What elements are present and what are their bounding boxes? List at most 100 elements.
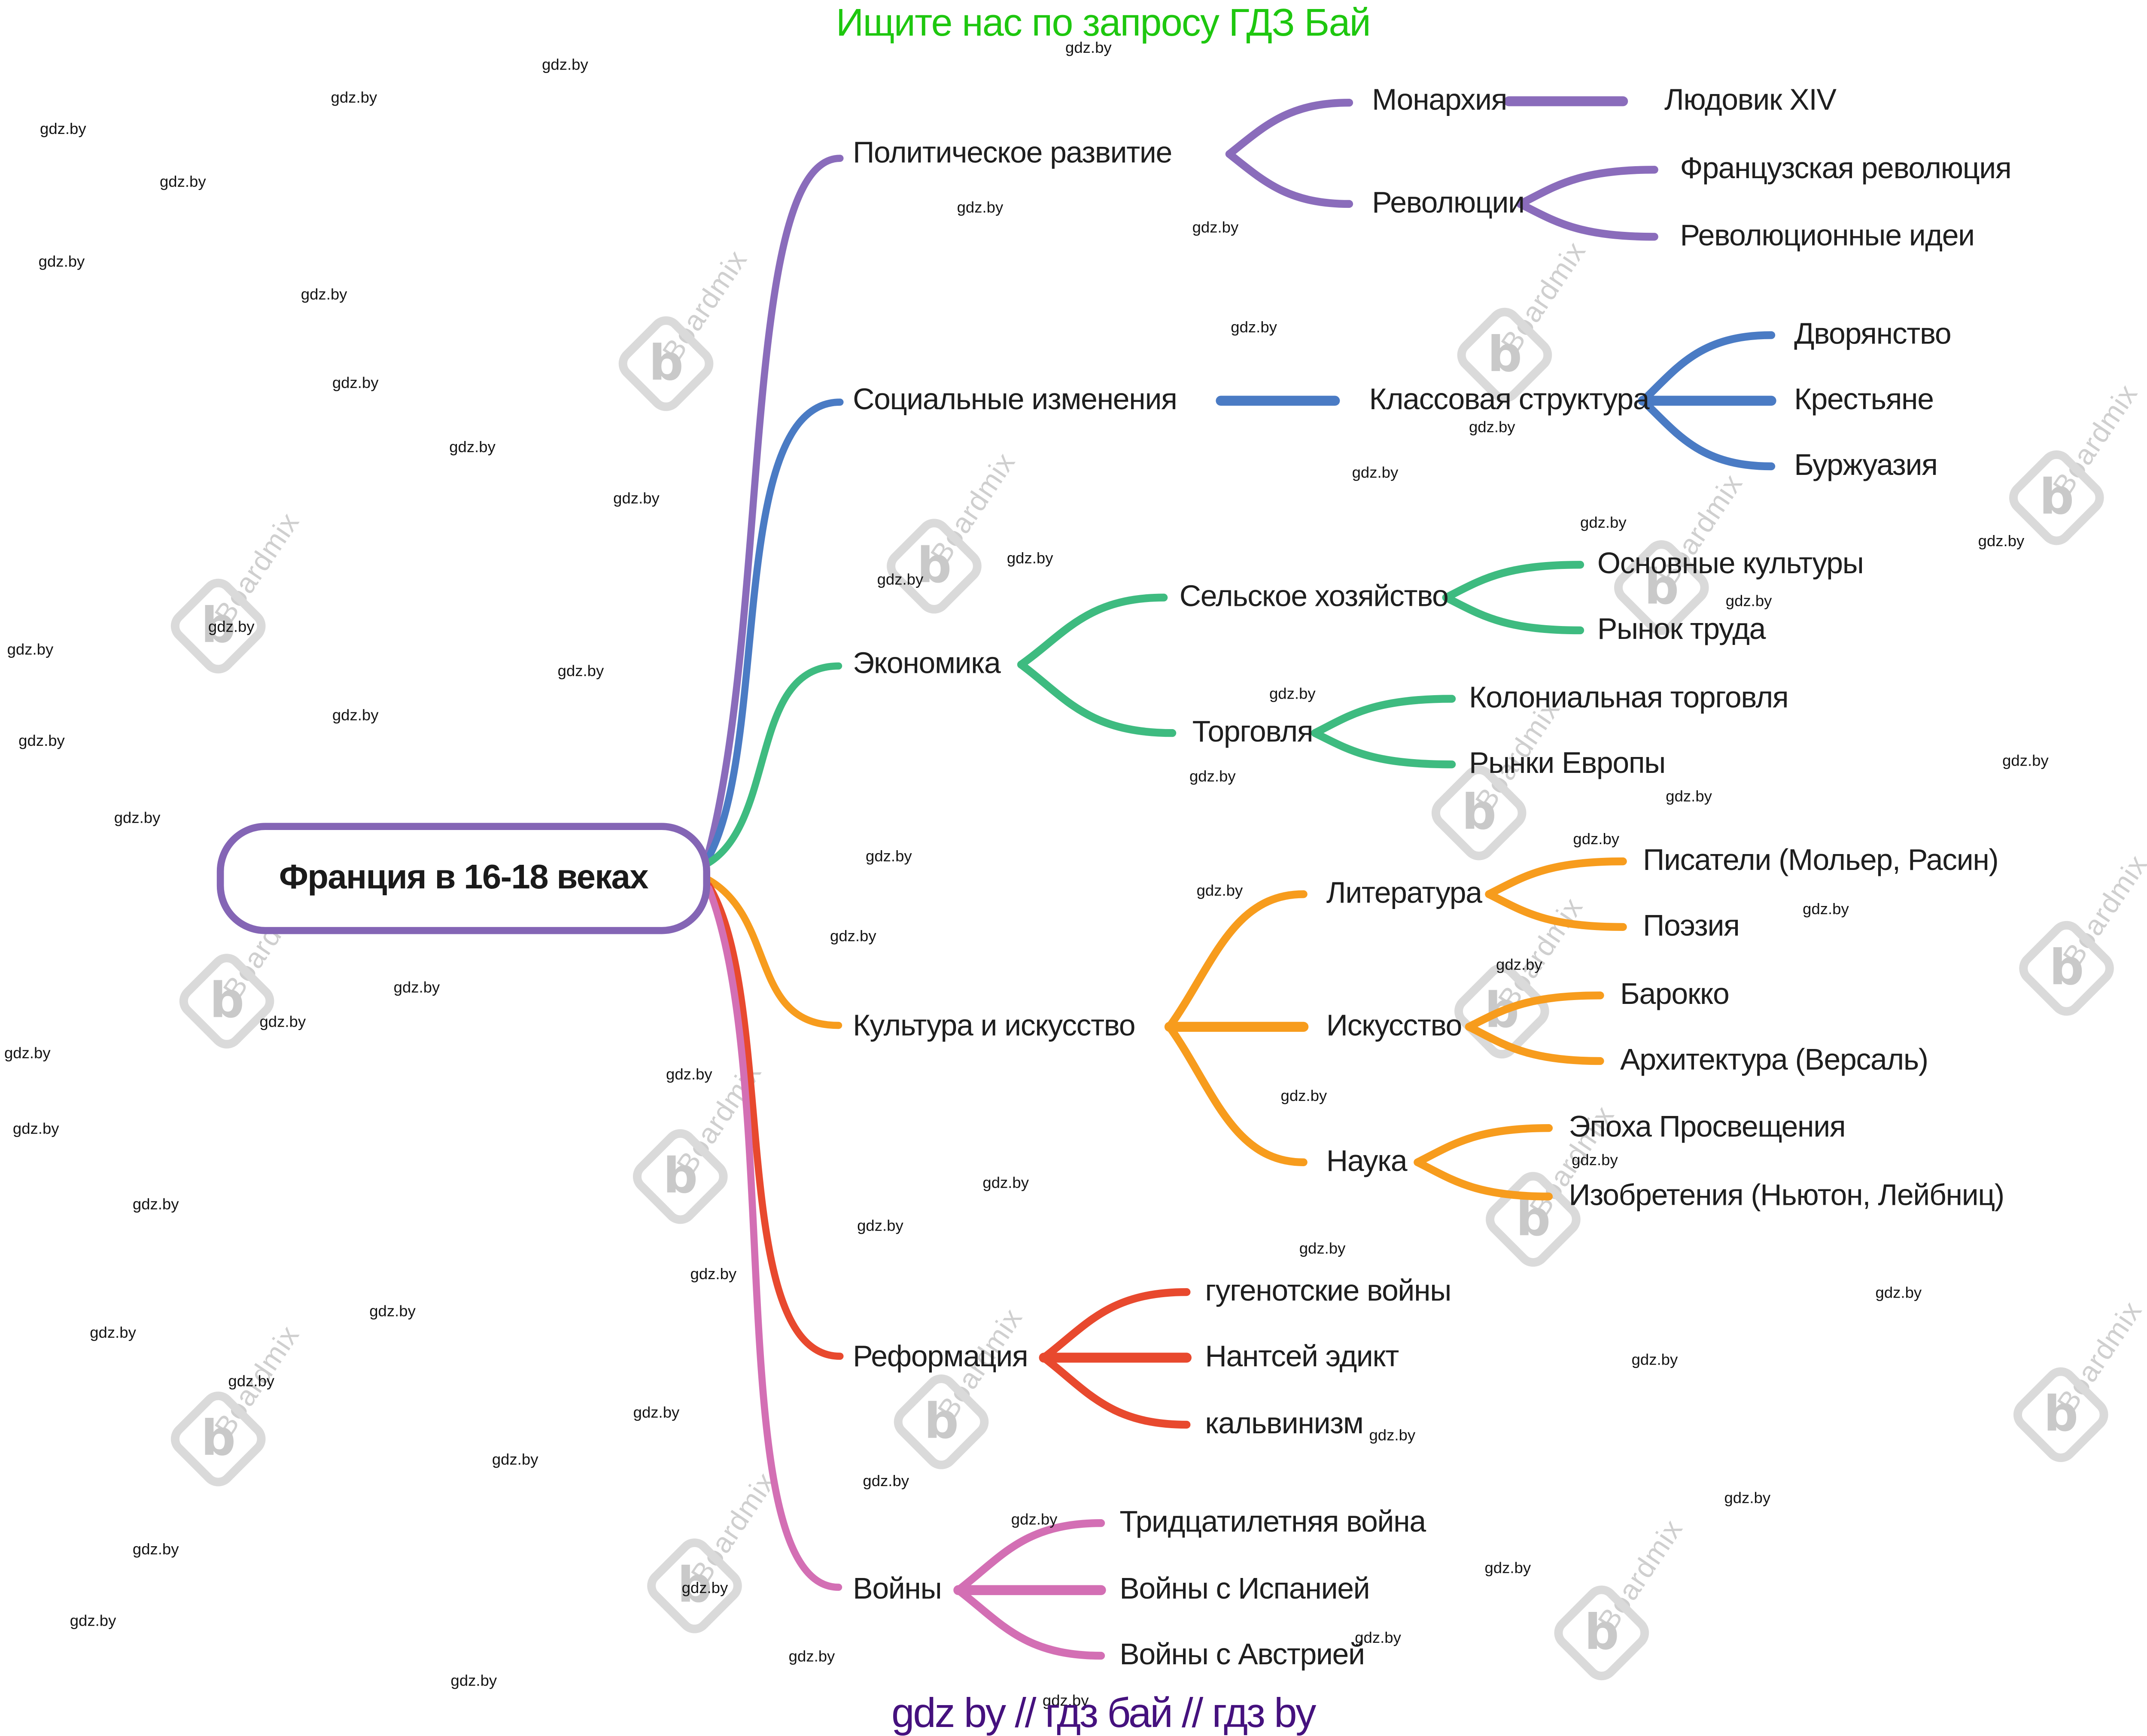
gdz-watermark: gdz.by <box>957 199 1004 217</box>
gdz-watermark: gdz.by <box>369 1303 416 1321</box>
root-node[interactable]: Франция в 16-18 веках <box>216 823 711 934</box>
branch-wars[interactable]: Войны <box>853 1573 942 1606</box>
node-class-structure[interactable]: Классовая структура <box>1369 383 1649 417</box>
gdz-watermark: gdz.by <box>788 1648 835 1666</box>
edges-political <box>705 96 1658 855</box>
gdz-watermark: gdz.by <box>1725 593 1772 611</box>
branch-political-development[interactable]: Политическое развитие <box>853 137 1172 170</box>
edges-economy <box>705 561 1584 866</box>
node-art[interactable]: Искусство <box>1326 1009 1463 1043</box>
gdz-watermark: gdz.by <box>18 733 65 751</box>
node-baroque[interactable]: Барокко <box>1620 978 1730 1011</box>
node-calvinism[interactable]: кальвинизм <box>1205 1408 1363 1441</box>
top-banner: Ищите нас по запросу ГДЗ Бай <box>836 1 1371 44</box>
node-poetry[interactable]: Поэзия <box>1643 909 1740 943</box>
edges-culture <box>705 857 1627 1201</box>
branch-economy[interactable]: Экономика <box>853 647 1001 681</box>
gdz-watermark: gdz.by <box>90 1325 136 1342</box>
gdz-watermark: gdz.by <box>690 1266 737 1284</box>
gdz-watermark: gdz.by <box>12 1121 59 1138</box>
gdz-watermark: gdz.by <box>1065 40 1112 57</box>
gdz-watermark: gdz.by <box>633 1405 680 1422</box>
node-nobility[interactable]: Дворянство <box>1794 318 1952 351</box>
node-wars-with-austria[interactable]: Войны с Австрией <box>1119 1639 1365 1672</box>
node-trade[interactable]: Торговля <box>1192 716 1314 749</box>
node-french-revolution[interactable]: Французская революция <box>1680 152 2011 185</box>
gdz-watermark: gdz.by <box>228 1373 275 1391</box>
gdz-watermark: gdz.by <box>542 57 588 74</box>
node-enlightenment[interactable]: Эпоха Просвещения <box>1569 1111 1846 1144</box>
branch-reformation[interactable]: Реформация <box>853 1341 1028 1374</box>
gdz-watermark: gdz.by <box>1007 550 1053 568</box>
node-main-crops[interactable]: Основные культуры <box>1597 547 1864 581</box>
gdz-watermark: gdz.by <box>1369 1427 1416 1445</box>
gdz-watermark: gdz.by <box>1280 1088 1327 1106</box>
node-thirty-years-war[interactable]: Тридцатилетняя война <box>1119 1506 1426 1539</box>
gdz-watermark: gdz.by <box>557 663 604 681</box>
edges-reformation <box>705 882 1192 1429</box>
gdz-watermark: gdz.by <box>259 1014 306 1031</box>
gdz-watermark: gdz.by <box>4 1045 51 1063</box>
edges-social <box>705 331 1776 861</box>
gdz-watermark: gdz.by <box>1269 686 1316 703</box>
node-labor-market[interactable]: Рынок труда <box>1597 613 1766 646</box>
node-monarchy[interactable]: Монархия <box>1372 84 1507 117</box>
node-bourgeoisie[interactable]: Буржуазия <box>1794 449 1938 482</box>
gdz-watermark: gdz.by <box>38 254 85 271</box>
gdz-watermark: gdz.by <box>857 1218 903 1235</box>
node-peasants[interactable]: Крестьяне <box>1794 383 1934 417</box>
node-writers[interactable]: Писатели (Мольер, Расин) <box>1643 844 1999 877</box>
gdz-watermark: gdz.by <box>1192 219 1239 237</box>
node-agriculture[interactable]: Сельское хозяйство <box>1179 580 1449 614</box>
gdz-watermark: gdz.by <box>666 1067 712 1084</box>
gdz-watermark: gdz.by <box>1355 1630 1401 1648</box>
branch-culture-and-art[interactable]: Культура и искусство <box>853 1009 1135 1043</box>
gdz-watermark: gdz.by <box>393 979 440 997</box>
gdz-watermark: gdz.by <box>132 1541 179 1559</box>
node-edict-of-nantes[interactable]: Нантсей эдикт <box>1205 1341 1399 1374</box>
node-huguenot-wars[interactable]: гугенотские войны <box>1205 1275 1451 1308</box>
node-inventions[interactable]: Изобретения (Ньютон, Лейбниц) <box>1569 1179 2004 1213</box>
node-wars-with-spain[interactable]: Войны с Испанией <box>1119 1573 1370 1606</box>
gdz-watermark: gdz.by <box>681 1580 728 1597</box>
gdz-watermark: gdz.by <box>1875 1285 1922 1302</box>
node-colonial-trade[interactable]: Колониальная торговля <box>1469 681 1789 714</box>
gdz-watermark: gdz.by <box>877 572 924 589</box>
gdz-watermark: gdz.by <box>1189 769 1236 786</box>
gdz-watermark: gdz.by <box>1496 957 1542 974</box>
gdz-watermark: gdz.by <box>132 1196 179 1214</box>
gdz-watermark: gdz.by <box>1573 831 1620 849</box>
gdz-watermark: gdz.by <box>1724 1490 1771 1508</box>
gdz-watermark: gdz.by <box>40 121 86 139</box>
gdz-watermark: gdz.by <box>114 810 161 827</box>
gdz-watermark: gdz.by <box>1484 1560 1531 1578</box>
gdz-watermark: gdz.by <box>866 848 912 866</box>
node-european-markets[interactable]: Рынки Европы <box>1469 747 1666 780</box>
gdz-watermark: gdz.by <box>331 90 377 107</box>
branch-social-changes[interactable]: Социальные изменения <box>853 383 1177 417</box>
gdz-watermark: gdz.by <box>1803 901 1849 918</box>
gdz-watermark: gdz.by <box>1631 1352 1678 1369</box>
gdz-watermark: gdz.by <box>208 619 255 636</box>
gdz-watermark: gdz.by <box>450 1672 497 1690</box>
gdz-watermark: gdz.by <box>1299 1240 1346 1258</box>
gdz-watermark: gdz.by <box>332 375 379 392</box>
gdz-watermark: gdz.by <box>1042 1693 1089 1710</box>
gdz-watermark: gdz.by <box>2002 753 2049 770</box>
gdz-watermark: gdz.by <box>1469 419 1515 437</box>
gdz-watermark: gdz.by <box>1978 533 2025 551</box>
gdz-watermark: gdz.by <box>1572 1152 1618 1170</box>
gdz-watermark: gdz.by <box>1666 788 1712 806</box>
node-science[interactable]: Наука <box>1326 1145 1408 1178</box>
gdz-watermark: gdz.by <box>332 707 379 725</box>
gdz-watermark: gdz.by <box>863 1473 909 1490</box>
gdz-watermark: gdz.by <box>301 286 347 304</box>
gdz-watermark: gdz.by <box>1352 465 1399 482</box>
node-architecture-versailles[interactable]: Архитектура (Версаль) <box>1620 1044 1928 1077</box>
node-louis-xiv[interactable]: Людовик XIV <box>1664 84 1837 117</box>
gdz-watermark: gdz.by <box>7 641 54 659</box>
node-revolutionary-ideas[interactable]: Революционные идеи <box>1680 219 1975 252</box>
node-literature[interactable]: Литература <box>1326 877 1482 910</box>
node-revolutions[interactable]: Революции <box>1372 187 1525 220</box>
